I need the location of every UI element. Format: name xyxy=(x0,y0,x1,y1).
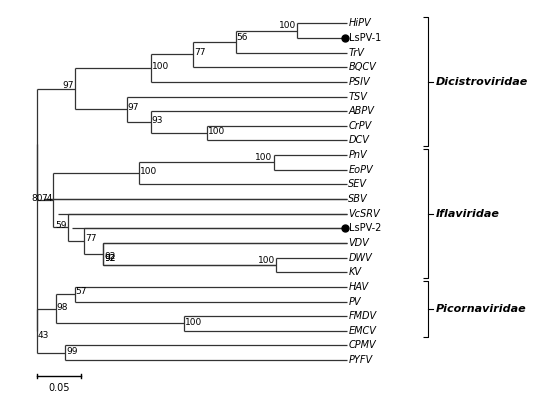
Text: PYFV: PYFV xyxy=(348,355,373,365)
Text: EoPV: EoPV xyxy=(348,165,373,175)
Text: Picornaviridae: Picornaviridae xyxy=(436,304,526,314)
Text: PSIV: PSIV xyxy=(348,77,370,87)
Text: 100: 100 xyxy=(184,318,202,327)
Text: TrV: TrV xyxy=(348,48,364,58)
Text: 100: 100 xyxy=(256,153,273,162)
Text: SEV: SEV xyxy=(348,179,368,190)
Text: HiPV: HiPV xyxy=(348,19,371,28)
Text: 92: 92 xyxy=(104,254,115,263)
Text: Iflaviridae: Iflaviridae xyxy=(436,209,500,219)
Text: 100: 100 xyxy=(279,21,296,30)
Text: 0.05: 0.05 xyxy=(48,383,70,393)
Text: 43: 43 xyxy=(38,331,49,340)
Text: 77: 77 xyxy=(194,48,206,57)
Text: FMDV: FMDV xyxy=(348,311,377,321)
Text: 92: 92 xyxy=(104,254,115,263)
Text: EMCV: EMCV xyxy=(348,326,376,336)
Text: 59: 59 xyxy=(55,221,66,230)
Text: 97: 97 xyxy=(62,81,74,90)
Text: DCV: DCV xyxy=(348,136,369,145)
Text: PnV: PnV xyxy=(348,150,367,160)
Text: DWV: DWV xyxy=(348,253,372,262)
Text: LsPV-1: LsPV-1 xyxy=(349,33,382,43)
Text: 74: 74 xyxy=(41,194,53,203)
Text: SBV: SBV xyxy=(348,194,368,204)
Text: KV: KV xyxy=(348,267,361,277)
Text: 56: 56 xyxy=(237,33,248,43)
Text: Dicistroviridae: Dicistroviridae xyxy=(436,77,528,87)
Text: 93: 93 xyxy=(152,116,163,125)
Text: LsPV-2: LsPV-2 xyxy=(349,223,382,233)
Text: PV: PV xyxy=(348,297,361,307)
Text: VcSRV: VcSRV xyxy=(348,209,380,219)
Text: 57: 57 xyxy=(76,288,87,297)
Text: TSV: TSV xyxy=(348,91,367,102)
Text: 99: 99 xyxy=(66,347,78,356)
Text: 100: 100 xyxy=(258,256,275,265)
Text: BQCV: BQCV xyxy=(348,62,376,72)
Text: 92: 92 xyxy=(104,252,115,261)
Text: CrPV: CrPV xyxy=(348,121,371,131)
Text: CPMV: CPMV xyxy=(348,340,376,350)
Text: 80: 80 xyxy=(32,194,43,203)
Text: HAV: HAV xyxy=(348,282,369,292)
Text: 100: 100 xyxy=(152,62,169,71)
Text: 77: 77 xyxy=(85,234,96,243)
Text: 100: 100 xyxy=(209,127,226,136)
Text: 98: 98 xyxy=(57,303,68,312)
Text: 100: 100 xyxy=(140,167,157,177)
Text: 97: 97 xyxy=(128,103,139,112)
Text: VDV: VDV xyxy=(348,238,369,248)
Text: ABPV: ABPV xyxy=(348,106,374,116)
